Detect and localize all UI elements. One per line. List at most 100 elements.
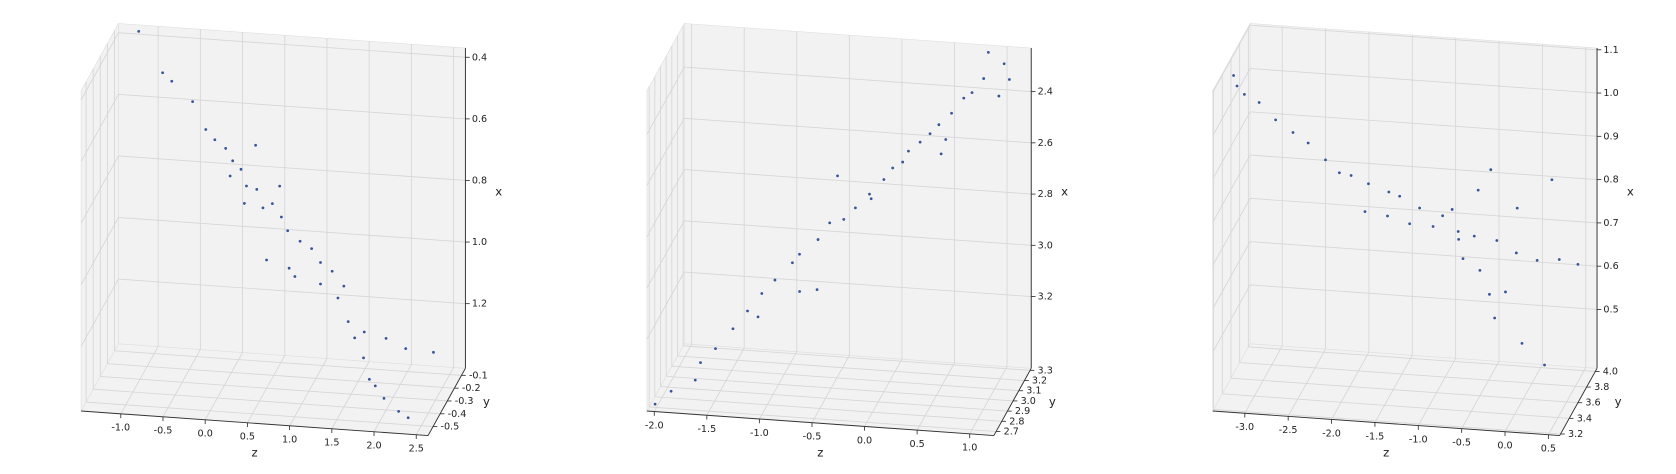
x-tick-label: 0.8	[472, 175, 487, 186]
data-point	[245, 184, 248, 188]
y-tick-label: -0.2	[462, 383, 481, 394]
data-point	[1257, 101, 1261, 104]
data-point	[293, 275, 297, 278]
data-point	[362, 356, 365, 360]
grid-line	[415, 367, 454, 435]
grid-line	[162, 349, 201, 418]
data-point	[213, 138, 217, 142]
y-tick-label: -0.1	[469, 370, 488, 381]
data-point	[239, 167, 243, 171]
axis-line	[1212, 410, 1560, 437]
grid-line	[649, 406, 997, 432]
grid-line	[80, 217, 119, 285]
grid-line	[118, 93, 466, 120]
data-point	[310, 247, 314, 251]
grid-line	[1213, 409, 1561, 435]
grid-line	[683, 345, 1031, 371]
data-point	[254, 143, 257, 147]
x-tick-label: 2.4	[1038, 87, 1053, 98]
data-point	[1363, 210, 1367, 214]
data-point	[1450, 208, 1454, 211]
grid-line	[684, 271, 1032, 297]
data-point	[1488, 292, 1491, 296]
y-tick-label: 2.9	[1015, 406, 1030, 417]
data-point	[918, 140, 922, 144]
data-point	[397, 409, 400, 413]
grid-line	[677, 355, 1025, 381]
data-point	[986, 51, 990, 54]
x-tick-label: 1.0	[1603, 88, 1618, 99]
data-point	[278, 184, 282, 188]
data-point	[1431, 225, 1435, 228]
data-point	[362, 330, 366, 334]
data-point	[1461, 257, 1465, 261]
data-point	[1495, 239, 1499, 242]
grid-line	[1212, 25, 1251, 93]
left-pane	[80, 22, 119, 413]
z-tick-label: -2.0	[1322, 428, 1341, 439]
z-tick-label: 2.0	[366, 441, 381, 452]
data-point	[1291, 131, 1295, 134]
axis-title: z	[1383, 446, 1389, 460]
data-point	[255, 187, 259, 191]
data-point	[270, 202, 274, 206]
data-point	[653, 402, 657, 406]
data-point	[869, 197, 873, 201]
grid-line	[1212, 154, 1251, 223]
data-point	[1557, 258, 1561, 261]
axis-line	[646, 410, 994, 437]
x-tick-label: 0.6	[472, 114, 487, 125]
data-point	[1387, 190, 1391, 194]
data-point	[1504, 290, 1507, 294]
grid-line	[1331, 351, 1370, 420]
data-point	[231, 159, 235, 163]
data-point	[161, 71, 165, 75]
data-point	[798, 290, 801, 293]
data-point	[336, 296, 340, 300]
grid-line	[118, 32, 466, 58]
grid-line	[373, 364, 412, 432]
data-point	[997, 94, 1001, 98]
x-tick-label: 1.0	[472, 237, 487, 248]
data-point	[1472, 234, 1476, 238]
axis-line	[1559, 368, 1598, 436]
z-tick-label: 2.5	[409, 444, 424, 455]
data-point	[1520, 342, 1524, 345]
data-point	[1489, 168, 1493, 172]
data-point	[950, 111, 953, 115]
data-point	[828, 221, 832, 225]
data-point	[1493, 316, 1497, 320]
z-tick-label: -1.0	[750, 428, 769, 439]
data-point	[901, 160, 905, 164]
data-point	[1418, 206, 1422, 210]
z-tick-label: -2.5	[1279, 425, 1298, 436]
data-point	[854, 206, 857, 210]
grid-line	[1417, 358, 1457, 426]
data-point	[1008, 78, 1011, 81]
data-point	[1274, 118, 1278, 122]
data-point	[265, 258, 268, 262]
data-point	[342, 284, 346, 288]
grid-line	[247, 355, 286, 423]
data-point	[1514, 251, 1518, 255]
grid-line	[1250, 197, 1598, 224]
z-tick-label: -0.5	[1452, 438, 1471, 449]
data-point	[836, 174, 839, 178]
grid-line	[1250, 241, 1598, 267]
data-point	[1456, 230, 1460, 233]
grid-line	[289, 358, 328, 426]
axis-title: y	[483, 394, 490, 408]
data-point	[982, 77, 986, 80]
z-tick-label: 1.0	[282, 435, 297, 446]
axis-line	[993, 368, 1032, 436]
grid-line	[969, 366, 1008, 435]
data-point	[1535, 258, 1539, 262]
grid-line	[671, 365, 1019, 392]
left-pane	[646, 22, 685, 413]
data-point	[731, 327, 735, 331]
axis-title: y	[1615, 394, 1622, 408]
data-point	[1576, 262, 1580, 266]
axis-title: z	[817, 446, 823, 460]
